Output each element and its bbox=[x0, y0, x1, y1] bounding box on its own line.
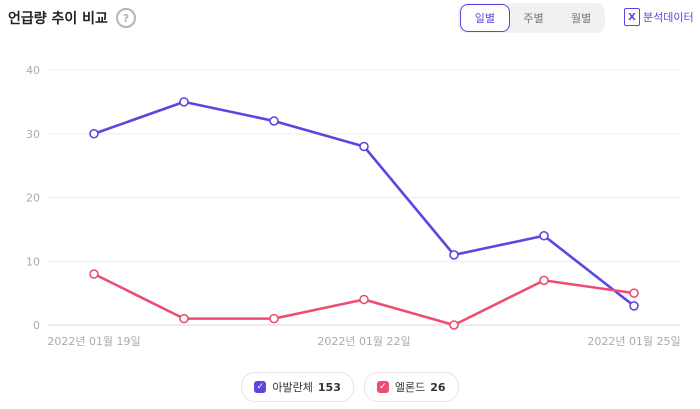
data-point bbox=[269, 116, 279, 126]
excel-icon: X bbox=[624, 8, 640, 26]
legend-series-total: 153 bbox=[317, 380, 341, 394]
x-tick-label: 2022년 01월 19일 bbox=[47, 334, 140, 348]
data-point bbox=[539, 275, 549, 286]
data-point bbox=[539, 230, 549, 241]
legend-item-series-1[interactable]: ✓ 아발란체 153 bbox=[241, 372, 354, 402]
legend: ✓ 아발란체 153 ✓ 엘론드 26 bbox=[0, 372, 700, 402]
data-point bbox=[359, 294, 369, 305]
analysis-data-label: 분석데이터 bbox=[643, 11, 694, 24]
help-icon[interactable]: ? bbox=[115, 8, 136, 28]
tab-daily[interactable]: 일별 bbox=[460, 4, 510, 32]
data-point bbox=[449, 320, 459, 330]
data-point bbox=[89, 128, 99, 139]
legend-series-name: 엘론드 bbox=[394, 381, 426, 394]
chart-title-text: 언급량 추이 비교 bbox=[8, 11, 108, 27]
tab-monthly[interactable]: 월별 bbox=[571, 12, 592, 25]
x-tick-label: 2022년 01월 25일 bbox=[587, 334, 680, 348]
legend-series-name: 아발란체 bbox=[272, 381, 313, 394]
data-point bbox=[179, 313, 189, 324]
x-tick-label: 2022년 01월 22일 bbox=[317, 334, 410, 348]
y-tick-label: 20 bbox=[26, 192, 40, 205]
period-toggle: 일별 주별 월별 bbox=[458, 3, 605, 33]
y-tick-label: 0 bbox=[33, 319, 40, 332]
y-tick-label: 40 bbox=[26, 64, 40, 77]
legend-item-series-2[interactable]: ✓ 엘론드 26 bbox=[363, 372, 459, 402]
y-tick-label: 10 bbox=[26, 255, 40, 268]
checkbox-icon: ✓ bbox=[254, 381, 267, 393]
data-point bbox=[89, 269, 99, 279]
data-point bbox=[629, 288, 639, 298]
data-point bbox=[179, 97, 189, 107]
tab-weekly[interactable]: 주별 bbox=[523, 12, 544, 25]
analysis-data-button[interactable]: X 분석데이터 bbox=[624, 8, 694, 26]
data-point bbox=[359, 141, 369, 152]
data-point bbox=[449, 250, 459, 260]
series-line bbox=[93, 100, 635, 307]
legend-series-total: 26 bbox=[430, 380, 446, 394]
chart-title: 언급량 추이 비교 ? bbox=[8, 8, 136, 28]
data-point bbox=[629, 301, 639, 311]
data-point bbox=[269, 313, 279, 324]
y-tick-label: 30 bbox=[26, 128, 40, 141]
checkbox-icon: ✓ bbox=[376, 381, 389, 393]
